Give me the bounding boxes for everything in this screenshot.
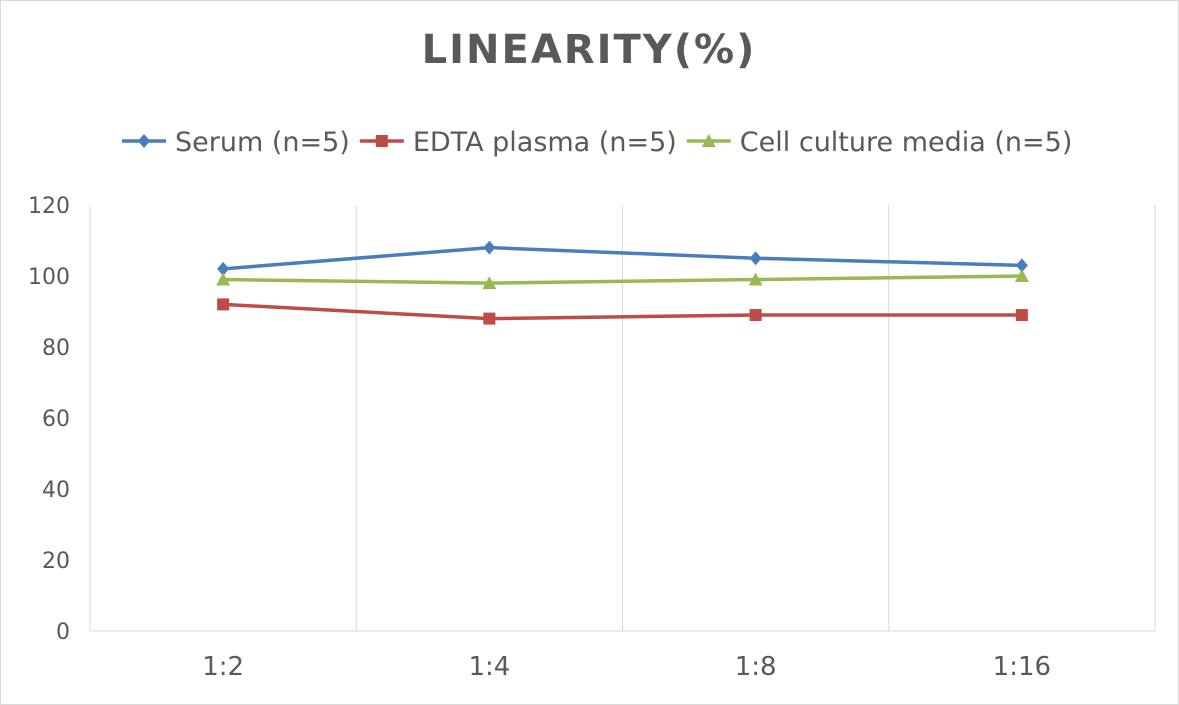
triangle-marker bbox=[216, 272, 231, 286]
x-tick-label: 1:8 bbox=[735, 652, 777, 682]
series-cell bbox=[216, 269, 1029, 290]
x-axis: 1:2 1:4 1:8 1:16 bbox=[202, 652, 1051, 682]
square-marker bbox=[217, 298, 230, 311]
diamond-marker bbox=[1015, 258, 1028, 273]
x-tick-label: 1:2 bbox=[202, 652, 244, 682]
diamond-marker bbox=[483, 240, 496, 255]
diamond-marker bbox=[749, 251, 762, 266]
x-tick-label: 1:16 bbox=[993, 652, 1051, 682]
square-marker bbox=[483, 312, 496, 325]
diamond-marker bbox=[217, 261, 230, 276]
square-marker bbox=[1015, 309, 1028, 322]
square-marker bbox=[375, 135, 388, 147]
y-tick-label: 120 bbox=[28, 194, 70, 219]
series-line bbox=[223, 274, 1022, 285]
series-group bbox=[216, 240, 1029, 325]
diamond-marker bbox=[138, 134, 150, 148]
legend-label: EDTA plasma (n=5) bbox=[413, 127, 677, 158]
y-tick-label: 60 bbox=[42, 407, 70, 432]
x-tick-label: 1:4 bbox=[468, 652, 510, 682]
legend-item: EDTA plasma (n=5) bbox=[359, 127, 677, 158]
series-line bbox=[223, 302, 1022, 321]
y-tick-label: 40 bbox=[42, 478, 70, 503]
legend-item: Cell culture media (n=5) bbox=[686, 127, 1073, 158]
legend: Serum (n=5) EDTA plasma (n=5) Cell culture… bbox=[122, 127, 1072, 158]
legend-item: Serum (n=5) bbox=[122, 127, 350, 158]
gridlines bbox=[89, 205, 1156, 632]
triangle-marker bbox=[748, 272, 763, 286]
triangle-marker bbox=[1014, 269, 1029, 282]
triangle-marker bbox=[701, 134, 716, 147]
y-tick-label: 20 bbox=[42, 549, 70, 574]
series-edta bbox=[217, 298, 1028, 325]
triangle-marker bbox=[482, 276, 497, 290]
chart-title: LINEARITY(%) bbox=[422, 27, 757, 73]
legend-label: Cell culture media (n=5) bbox=[740, 127, 1073, 158]
series-line bbox=[222, 245, 1022, 271]
y-tick-label: 80 bbox=[42, 336, 70, 361]
y-axis: 0 20 40 60 80 100 120 bbox=[28, 194, 70, 645]
y-tick-label: 0 bbox=[56, 620, 70, 645]
legend-label: Serum (n=5) bbox=[175, 127, 350, 158]
square-marker bbox=[749, 309, 762, 322]
series-serum bbox=[217, 240, 1028, 276]
y-tick-label: 100 bbox=[28, 265, 70, 290]
